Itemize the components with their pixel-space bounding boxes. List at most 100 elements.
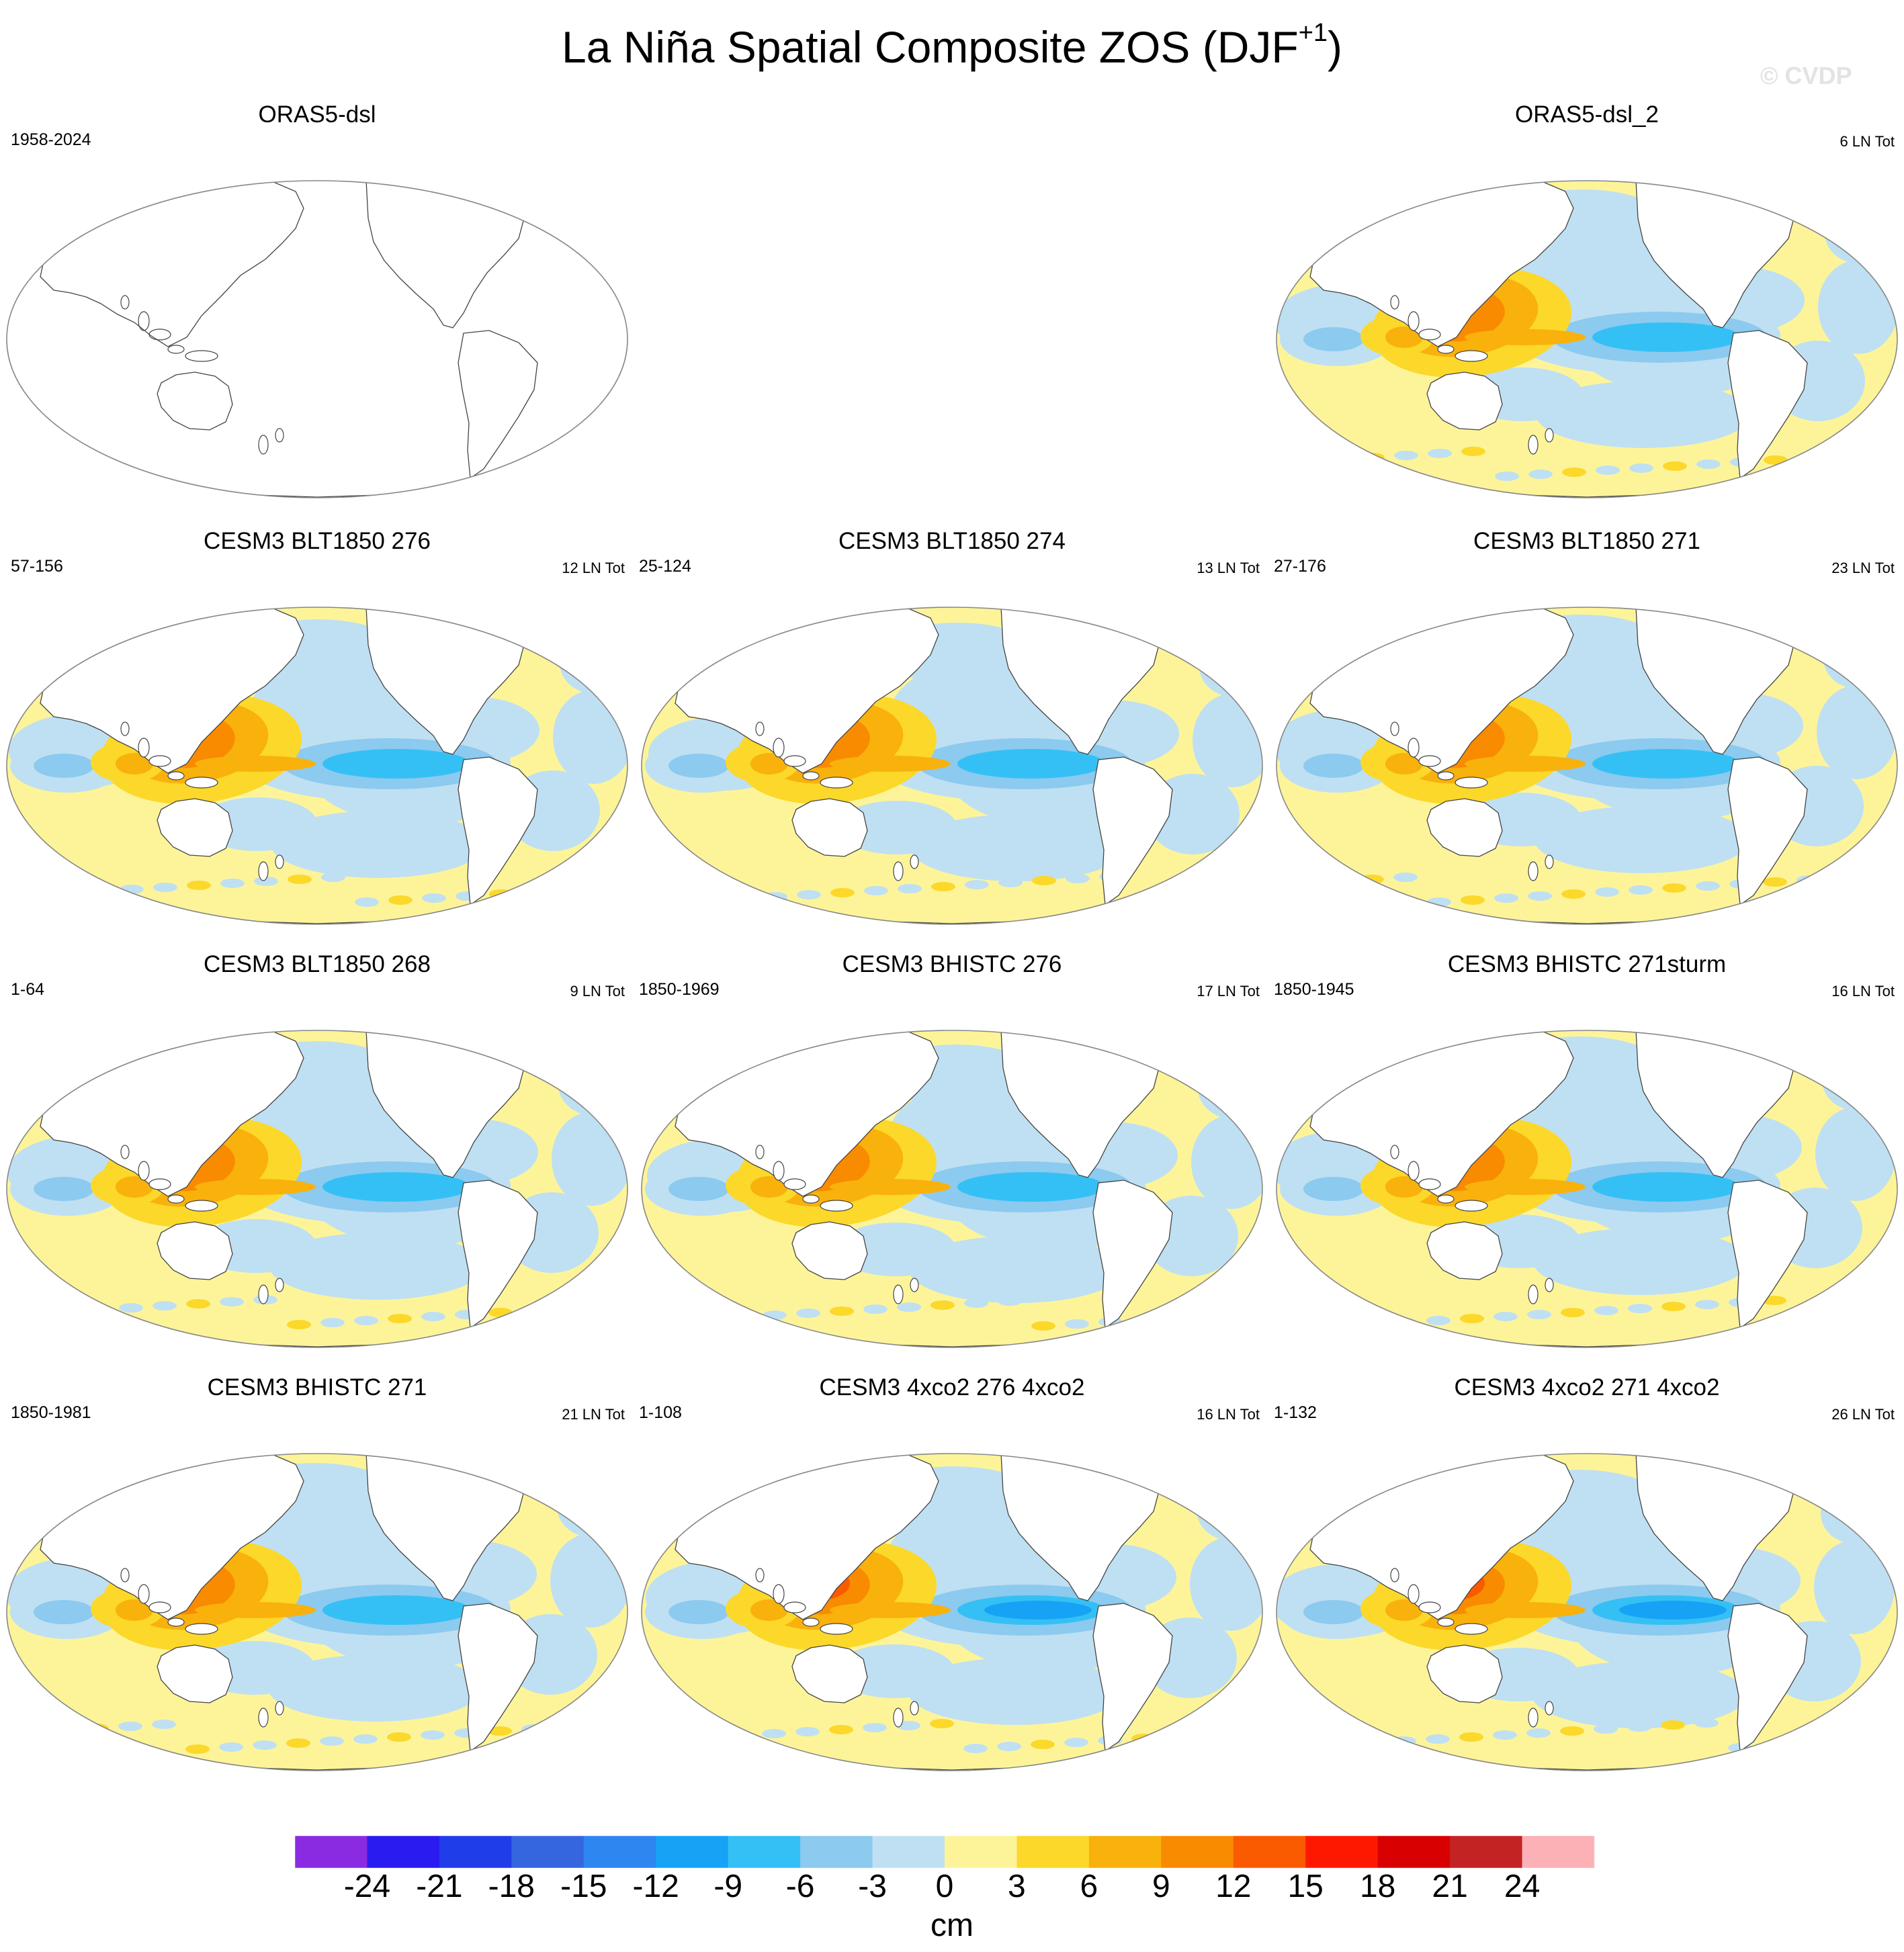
land-australia [1426, 1221, 1503, 1280]
colorbar-tick-label: 6 [1080, 1869, 1098, 1904]
land-island [1390, 721, 1399, 736]
land-island [148, 755, 171, 767]
land-island [773, 1584, 785, 1604]
map-panel: CESM3 4xco2 271 4xco2 1-132 26 LN Tot [1270, 1374, 1904, 1804]
land-greenland [1144, 1454, 1203, 1482]
anomaly-region [153, 883, 177, 892]
anomaly-region [1303, 1177, 1364, 1201]
map-panel: CESM3 BLT1850 274 25-124 13 LN Tot [635, 527, 1269, 957]
panel-period-label: 1958-2024 [11, 130, 91, 149]
anomaly-region [1629, 463, 1653, 473]
warm-pool-extension [195, 1602, 316, 1618]
anomaly-region [1594, 1724, 1618, 1734]
land-island [1455, 777, 1488, 789]
anomaly-region [795, 1727, 820, 1736]
panel-title: CESM3 4xco2 271 4xco2 [1454, 1374, 1720, 1401]
colorbar-swatch [800, 1836, 873, 1868]
land-australia [1426, 798, 1503, 857]
colorbar-swatch [1305, 1836, 1379, 1868]
map-panel: CESM3 4xco2 276 4xco2 1-108 16 LN Tot [635, 1374, 1269, 1804]
anomaly-region [1460, 1314, 1484, 1323]
land-island [1455, 350, 1488, 362]
anomaly-region [1303, 327, 1364, 351]
anomaly-region [85, 1305, 110, 1315]
colorbar-tick-label: 18 [1359, 1869, 1396, 1904]
anomaly-region [908, 1658, 1123, 1725]
anomaly-region [558, 1055, 625, 1115]
land-australia [791, 798, 868, 857]
anomaly-region [762, 1729, 786, 1738]
land-island [185, 777, 218, 789]
land-greenland [1144, 1030, 1203, 1059]
anomaly-region [34, 1177, 94, 1201]
panel-title: CESM3 BLT1850 271 [1473, 528, 1700, 554]
anomaly-region [931, 1300, 955, 1310]
land-greenland [1779, 1454, 1838, 1482]
land-greenland [1779, 607, 1838, 635]
land-island [1408, 738, 1420, 758]
land-island [893, 1284, 904, 1304]
cold-tongue-core [1619, 1601, 1727, 1620]
anomaly-region [1596, 465, 1620, 475]
anomaly-region [668, 754, 729, 778]
anomaly-region [997, 1742, 1021, 1751]
anomaly-region [560, 633, 627, 693]
anomaly-region [388, 1314, 412, 1323]
anomaly-region [750, 1599, 788, 1621]
panel-period-label: 27-176 [1274, 557, 1326, 576]
colorbar-frame [294, 1835, 1595, 1869]
panel-count-label: 6 LN Tot [1840, 133, 1895, 150]
anomaly-region [118, 1722, 142, 1731]
land-australia [791, 1644, 868, 1703]
cold-tongue-core [322, 1595, 470, 1625]
panel-period-label: 57-156 [11, 557, 63, 576]
colorbar-swatch [367, 1836, 440, 1868]
map-canvas [6, 180, 628, 498]
map-border [1276, 180, 1898, 498]
land-island [185, 1623, 218, 1635]
anomaly-region [116, 1599, 153, 1621]
land-island [1528, 435, 1539, 455]
land-island [1418, 755, 1441, 767]
warm-pool-extension [1465, 329, 1586, 345]
land-island [1408, 311, 1420, 331]
land-island [120, 295, 130, 310]
panel-title: ORAS5-dsl [258, 101, 376, 128]
figure-title: La Niña Spatial Composite ZOS (DJF+1) [0, 20, 1904, 74]
anomaly-region [1536, 381, 1751, 448]
colorbar-swatch [1522, 1836, 1595, 1868]
colorbar-swatch [728, 1836, 801, 1868]
anomaly-region [268, 1654, 483, 1722]
panel-period-label: 1850-1981 [11, 1403, 91, 1422]
land-island [802, 1617, 820, 1627]
map-content [7, 1030, 628, 1347]
map-panel: ORAS5-dsl 1958-2024 [0, 101, 634, 531]
land-island [1528, 1707, 1539, 1728]
warm-pool-extension [195, 756, 316, 772]
map-border [6, 607, 628, 925]
anomaly-region [522, 1306, 546, 1315]
colorbar-swatch [945, 1836, 1017, 1868]
land-island [1528, 1284, 1539, 1304]
land-island [1437, 1617, 1455, 1627]
land-australia [157, 1644, 233, 1703]
land-island [1390, 1145, 1399, 1159]
anomaly-region [1694, 1718, 1719, 1728]
cold-tongue-core [957, 1172, 1105, 1202]
anomaly-region [963, 1744, 988, 1753]
land-south-america [458, 756, 538, 906]
panel-title: CESM3 4xco2 276 4xco2 [819, 1374, 1085, 1401]
anomaly-region [1528, 470, 1553, 479]
anomaly-region [1629, 885, 1653, 895]
land-island [185, 1200, 218, 1212]
anomaly-region [1814, 1540, 1895, 1634]
land-island [258, 1284, 269, 1304]
map-panel: CESM3 BLT1850 271 27-176 23 LN Tot [1270, 527, 1904, 957]
anomaly-region [1561, 1308, 1585, 1317]
land-island [1455, 1623, 1488, 1635]
colorbar-tick-label: -24 [343, 1869, 391, 1904]
anomaly-region [750, 753, 788, 774]
anomaly-region [1533, 1228, 1748, 1295]
map-canvas [1276, 607, 1898, 925]
land-australia [157, 1221, 233, 1280]
